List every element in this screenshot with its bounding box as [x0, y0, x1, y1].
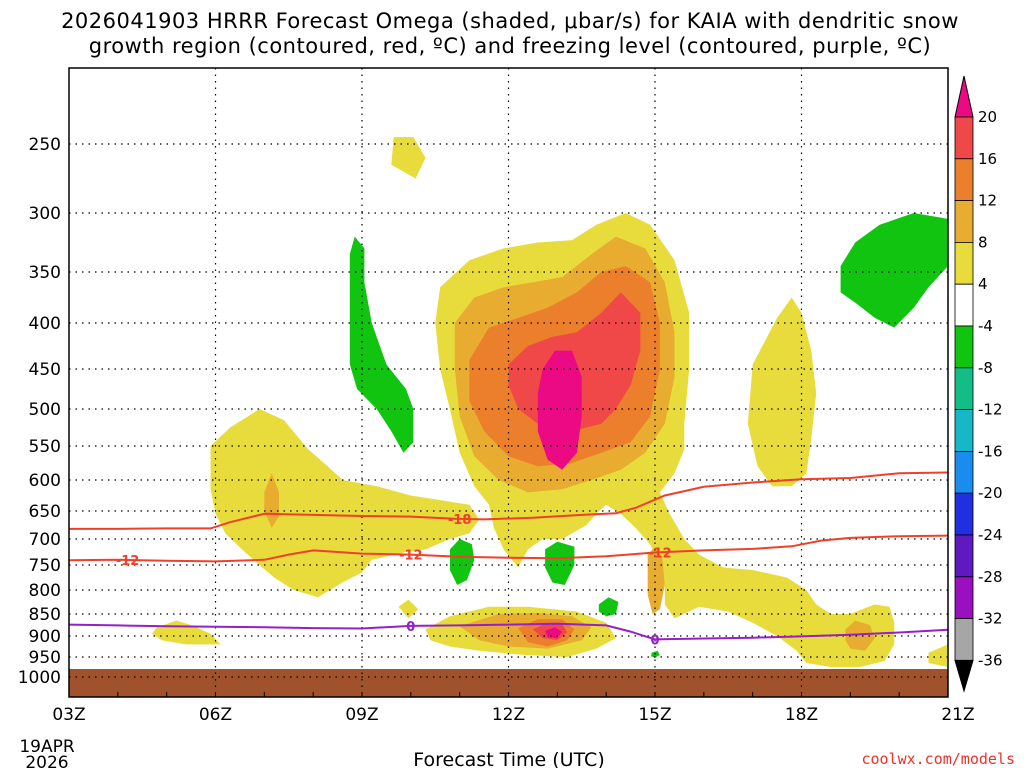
y-tick-label-400: 400	[29, 314, 61, 334]
omega-shading	[152, 137, 948, 667]
y-tick-label-450: 450	[29, 360, 61, 380]
contour-label-dgz: -18	[448, 513, 472, 528]
colorbar-swatch-1	[954, 158, 974, 202]
contour-label-dgz: -12	[648, 547, 672, 562]
y-tick-label-700: 700	[29, 530, 61, 550]
colorbar-label-neg36: -36	[978, 651, 1003, 669]
colorbar-swatch-5	[954, 325, 974, 369]
chart-title-line-1: 2026041903 HRRR Forecast Omega (shaded, …	[61, 9, 959, 33]
credit-link[interactable]: coolwx.com/models	[861, 750, 1015, 768]
x-tick-label-21Z: 21Z	[941, 705, 974, 725]
colorbar-label-neg16: -16	[978, 442, 1003, 460]
y-tick-label-800: 800	[29, 581, 61, 601]
omega-region-20-18	[545, 627, 563, 639]
dgz-contour--18	[69, 471, 949, 530]
x-axis-title: Forecast Time (UTC)	[413, 749, 604, 768]
colorbar-label-neg8: -8	[978, 359, 993, 377]
colorbar-bottom-triangle	[954, 659, 974, 693]
omega-region-4-3	[747, 297, 817, 487]
freezing-contour-0	[68, 622, 949, 641]
contour-label-dgz: -12	[116, 554, 140, 569]
x-tick-label-06Z: 06Z	[199, 705, 232, 725]
x-tick-label-15Z: 15Z	[638, 705, 671, 725]
omega-region-neg4-19	[349, 236, 414, 453]
colorbar-label-neg12: -12	[978, 401, 1003, 419]
contour-lines: -18 -12 -12 -12 0 0	[68, 471, 949, 648]
y-tick-label-650: 650	[29, 502, 61, 522]
colorbar-label-neg24: -24	[978, 526, 1003, 544]
y-tick-label-350: 350	[29, 263, 61, 283]
dgz-contour--12	[68, 534, 949, 563]
x-tick-label-12Z: 12Z	[492, 705, 525, 725]
colorbar-swatch-12	[954, 618, 974, 661]
y-tick-label-850: 850	[29, 605, 61, 625]
colorbar-swatch-0	[954, 116, 974, 160]
colorbar-swatch-3	[954, 241, 974, 285]
y-tick-label-300: 300	[29, 204, 61, 224]
colorbar-swatch-7	[954, 409, 974, 452]
omega-region-neg4-23	[598, 597, 619, 617]
y-tick-label-900: 900	[29, 627, 61, 647]
plot-frame	[68, 67, 949, 698]
omega-region-4-7	[928, 644, 948, 667]
y-tick-label-250: 250	[29, 135, 61, 155]
x-tick-label-03Z: 03Z	[52, 705, 85, 725]
colorbar-swatch-9	[954, 492, 974, 536]
x-date-month: 19APR	[19, 737, 75, 757]
y-tick-label-550: 550	[29, 437, 61, 457]
colorbar-label-20: 20	[978, 108, 997, 126]
y-tick-label-600: 600	[29, 471, 61, 491]
contour-label-freezing: 0	[406, 620, 415, 635]
y-axis: 2503003504004505005506006507007508008509…	[18, 135, 61, 688]
colorbar-swatch-2	[954, 200, 974, 243]
colorbar-label-8: 8	[978, 233, 988, 251]
y-tick-label-750: 750	[29, 556, 61, 576]
colorbar-label-16: 16	[978, 150, 997, 168]
y-tick-label-500: 500	[29, 400, 61, 420]
colorbar-swatch-11	[954, 576, 974, 619]
y-tick-label-950: 950	[29, 648, 61, 668]
omega-region-8-11	[647, 546, 665, 614]
x-date-year: 2026	[25, 753, 68, 768]
y-tick-label-1000: 1000	[18, 668, 61, 688]
omega-region-4-0	[391, 137, 426, 179]
colorbar-swatch-10	[954, 534, 974, 578]
colorbar-label-neg28: -28	[978, 568, 1003, 586]
chart-title-line-2: growth region (contoured, red, ºC) and f…	[89, 34, 932, 58]
colorbar-label-neg20: -20	[978, 484, 1003, 502]
x-tick-label-18Z: 18Z	[785, 705, 818, 725]
colorbar-label-neg4: -4	[978, 317, 993, 335]
colorbar-swatch-6	[954, 367, 974, 410]
omega-region-4-1	[210, 409, 480, 598]
omega-region-neg4-22	[545, 541, 575, 585]
colorbar: 20 16 12 8 4 -4 -8 -12 -16 -20 -24 -28 -32 -36	[954, 75, 1003, 693]
x-tick-label-09Z: 09Z	[345, 705, 378, 725]
omega-region-8-12	[845, 620, 875, 651]
omega-region-20-17	[537, 350, 582, 470]
colorbar-swatch-4	[954, 283, 974, 327]
contour-label-freezing: 0	[650, 633, 659, 648]
x-axis: 03Z 06Z 09Z 12Z 15Z 18Z 21Z	[52, 705, 974, 725]
colorbar-label-neg32: -32	[978, 610, 1003, 628]
colorbar-label-12: 12	[978, 192, 997, 210]
omega-region-4-6	[398, 599, 419, 619]
contour-label-dgz: -12	[399, 549, 423, 564]
omega-region-neg4-21	[449, 539, 475, 585]
omega-region-neg4-20	[840, 213, 948, 328]
colorbar-swatch-8	[954, 450, 974, 494]
colorbar-label-4: 4	[978, 275, 988, 293]
